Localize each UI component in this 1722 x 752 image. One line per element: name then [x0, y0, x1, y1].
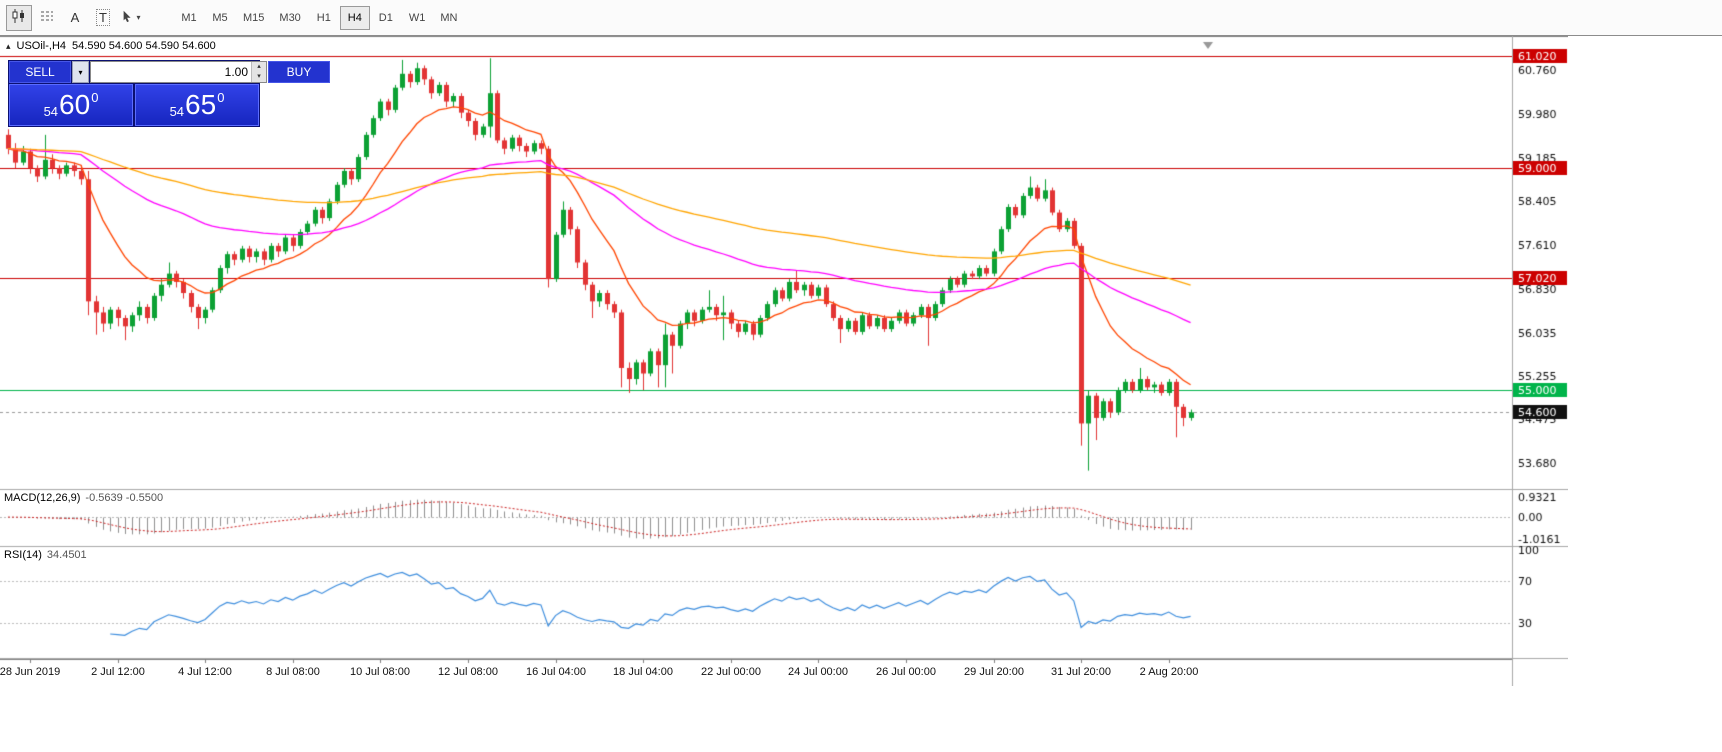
- sell-price-main: 60: [59, 89, 91, 120]
- timeframe-group: M1 M5 M15 M30 H1 H4 D1 W1 MN: [174, 5, 465, 30]
- time-axis-label: 22 Jul 00:00: [701, 666, 761, 678]
- symbol-marker-icon: ▴: [6, 40, 11, 51]
- text-tool-icon: A: [70, 10, 80, 25]
- order-type-dropdown-button[interactable]: ▾: [72, 61, 89, 83]
- time-axis-label: 24 Jul 00:00: [788, 666, 848, 678]
- spinner-down-icon: ▾: [251, 72, 266, 82]
- timeframe-h4-button[interactable]: H4: [339, 5, 370, 30]
- indicators-list-button[interactable]: [34, 5, 60, 31]
- timeframe-m30-button[interactable]: M30: [272, 6, 307, 30]
- chevron-down-icon: ▾: [136, 13, 141, 22]
- time-axis-label: 8 Jul 08:00: [266, 666, 320, 678]
- time-axis-label: 26 Jul 00:00: [876, 666, 936, 678]
- chart-window: ▴ USOil-,H4 54.590 54.600 54.590 54.600 …: [0, 36, 1568, 686]
- sell-price-integer: 54: [43, 103, 59, 119]
- buy-price-main: 65: [185, 89, 217, 120]
- spinner-up-icon: ▴: [251, 62, 266, 72]
- chart-symbol-label: USOil-,H4: [16, 40, 67, 52]
- trade-panel: SELL ▾ ▴ ▾ BUY 54 60 0 54 65 0: [8, 60, 330, 127]
- time-axis-label: 2 Aug 20:00: [1139, 666, 1199, 678]
- buy-button[interactable]: BUY: [268, 61, 330, 83]
- timeframe-m15-button[interactable]: M15: [236, 6, 271, 30]
- sell-button[interactable]: SELL: [9, 61, 71, 83]
- sell-price-pip: 0: [91, 89, 99, 105]
- template-tool-button[interactable]: T: [90, 5, 116, 31]
- buy-price-box[interactable]: 54 65 0: [135, 84, 259, 126]
- cursor-tool-button[interactable]: ▾: [118, 5, 144, 31]
- buy-price-integer: 54: [169, 103, 185, 119]
- chart-title: ▴ USOil-,H4 54.590 54.600 54.590 54.600: [6, 40, 216, 52]
- price-chart-canvas[interactable]: [0, 36, 1568, 686]
- time-axis-label: 29 Jul 20:00: [964, 666, 1024, 678]
- time-axis-label: 2 Jul 12:00: [91, 666, 145, 678]
- text-tool-button[interactable]: A: [62, 5, 88, 31]
- timeframe-mn-button[interactable]: MN: [433, 6, 464, 30]
- volume-field: ▴ ▾: [90, 61, 267, 83]
- timeframe-m5-button[interactable]: M5: [205, 6, 235, 30]
- chart-type-candles-button[interactable]: [6, 4, 32, 31]
- macd-values: -0.5639 -0.5500: [85, 492, 164, 504]
- time-axis[interactable]: 28 Jun 2019 2 Jul 12:00 4 Jul 12:00 8 Jul 0…: [0, 664, 1512, 682]
- buy-price-pip: 0: [217, 89, 225, 105]
- rsi-name: RSI(14): [4, 549, 42, 561]
- timeframe-h1-button[interactable]: H1: [309, 6, 339, 30]
- time-axis-label: 31 Jul 20:00: [1051, 666, 1111, 678]
- time-axis-label: 18 Jul 04:00: [613, 666, 673, 678]
- rsi-value: 34.4501: [46, 549, 87, 561]
- time-axis-label: 4 Jul 12:00: [178, 666, 232, 678]
- timeframe-d1-button[interactable]: D1: [371, 6, 401, 30]
- candlestick-chart-icon: [11, 8, 27, 27]
- volume-spinner[interactable]: ▴ ▾: [251, 62, 266, 82]
- rsi-label: RSI(14) 34.4501: [4, 549, 87, 561]
- sell-price-box[interactable]: 54 60 0: [9, 84, 133, 126]
- time-axis-label: 16 Jul 04:00: [526, 666, 586, 678]
- macd-label: MACD(12,26,9) -0.5639 -0.5500: [4, 492, 163, 504]
- volume-input[interactable]: [91, 62, 251, 82]
- indicator-lines-icon: [39, 8, 55, 27]
- chart-quotes-label: 54.590 54.600 54.590 54.600: [72, 40, 216, 52]
- time-axis-label: 10 Jul 08:00: [350, 666, 410, 678]
- time-axis-label: 28 Jun 2019: [0, 666, 61, 678]
- cursor-arrow-icon: [121, 9, 135, 26]
- time-axis-label: 12 Jul 08:00: [438, 666, 498, 678]
- macd-name: MACD(12,26,9): [4, 492, 81, 504]
- timeframe-w1-button[interactable]: W1: [402, 6, 433, 30]
- toolbar: A T ▾ M1 M5 M15 M30 H1 H4 D1 W1 MN: [0, 0, 1722, 36]
- chevron-down-icon: ▾: [78, 67, 83, 77]
- timeframe-m1-button[interactable]: M1: [174, 6, 204, 30]
- template-tool-icon: T: [96, 9, 110, 26]
